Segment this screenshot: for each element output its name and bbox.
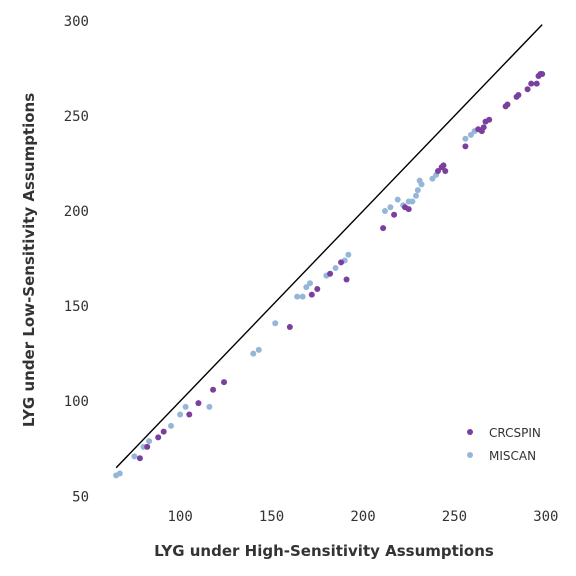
data-point-crcspin bbox=[314, 285, 321, 292]
legend: CRCSPIN MISCAN bbox=[467, 426, 541, 463]
data-point-miscan bbox=[168, 422, 174, 429]
y-tick-label: 300 bbox=[64, 14, 89, 30]
data-point-miscan bbox=[306, 280, 313, 287]
x-axis-ticks: 100 150 200 250 300 bbox=[167, 509, 558, 525]
data-point-crcspin bbox=[327, 270, 334, 277]
data-point-crcspin bbox=[480, 124, 487, 131]
data-point-crcspin bbox=[338, 259, 345, 266]
data-point-crcspin bbox=[186, 411, 193, 418]
data-point-miscan bbox=[299, 293, 306, 300]
y-tick-label: 150 bbox=[64, 299, 89, 315]
y-tick-label: 50 bbox=[72, 489, 89, 505]
data-point-miscan bbox=[467, 131, 474, 138]
data-point-miscan bbox=[116, 470, 123, 477]
legend-label-miscan: MISCAN bbox=[489, 449, 536, 463]
data-point-miscan bbox=[414, 187, 421, 194]
data-point-crcspin bbox=[210, 386, 217, 393]
data-point-crcspin bbox=[539, 71, 546, 78]
data-point-miscan bbox=[394, 196, 401, 203]
legend-marker-crcspin bbox=[467, 429, 473, 435]
data-point-crcspin bbox=[380, 225, 387, 232]
data-point-miscan bbox=[409, 198, 416, 205]
data-point-miscan bbox=[462, 135, 469, 142]
x-tick-label: 300 bbox=[533, 509, 558, 525]
y-axis-ticks: 50 100 150 200 250 300 bbox=[64, 14, 89, 505]
data-point-crcspin bbox=[405, 206, 412, 213]
data-point-miscan bbox=[255, 346, 262, 353]
data-point-crcspin bbox=[308, 291, 315, 298]
x-tick-label: 200 bbox=[350, 509, 375, 525]
data-point-crcspin bbox=[528, 80, 535, 87]
data-point-crcspin bbox=[221, 379, 228, 386]
data-point-miscan bbox=[387, 204, 394, 211]
data-point-miscan bbox=[429, 175, 436, 182]
legend-label-crcspin: CRCSPIN bbox=[489, 426, 541, 440]
data-point-crcspin bbox=[391, 211, 398, 218]
data-point-crcspin bbox=[343, 276, 350, 283]
data-point-miscan bbox=[303, 284, 310, 291]
y-tick-label: 100 bbox=[64, 394, 89, 410]
x-tick-label: 250 bbox=[442, 509, 467, 525]
data-point-miscan bbox=[272, 320, 279, 327]
x-tick-label: 100 bbox=[167, 509, 192, 525]
data-point-crcspin bbox=[486, 116, 493, 123]
plot-area bbox=[113, 24, 546, 479]
reference-line bbox=[115, 24, 543, 469]
data-point-crcspin bbox=[434, 168, 441, 175]
x-axis-title: LYG under High-Sensitivity Assumptions bbox=[154, 542, 494, 560]
data-point-crcspin bbox=[160, 428, 167, 435]
legend-marker-miscan bbox=[467, 452, 473, 458]
y-tick-label: 250 bbox=[64, 109, 89, 125]
data-point-crcspin bbox=[462, 143, 469, 150]
x-tick-label: 150 bbox=[259, 509, 284, 525]
y-axis-title: LYG under Low-Sensitivity Assumptions bbox=[20, 93, 38, 427]
data-point-crcspin bbox=[524, 86, 531, 93]
data-point-crcspin bbox=[136, 455, 143, 462]
data-point-crcspin bbox=[442, 168, 449, 175]
data-point-miscan bbox=[131, 453, 138, 460]
data-point-crcspin bbox=[440, 162, 447, 169]
data-point-miscan bbox=[206, 403, 213, 410]
data-point-miscan bbox=[345, 251, 352, 258]
data-point-miscan bbox=[182, 403, 189, 410]
data-point-crcspin bbox=[195, 400, 202, 407]
data-point-miscan bbox=[146, 438, 153, 445]
data-point-crcspin bbox=[286, 324, 293, 331]
data-point-crcspin bbox=[504, 101, 511, 108]
y-tick-label: 200 bbox=[64, 204, 89, 220]
data-point-miscan bbox=[332, 265, 339, 272]
data-point-miscan bbox=[418, 181, 425, 188]
data-point-miscan bbox=[177, 411, 184, 418]
data-point-miscan bbox=[381, 208, 388, 214]
data-point-crcspin bbox=[533, 80, 540, 87]
data-point-miscan bbox=[294, 293, 301, 300]
data-point-crcspin bbox=[144, 443, 151, 450]
data-point-miscan bbox=[250, 350, 257, 357]
data-point-crcspin bbox=[155, 434, 162, 441]
data-point-crcspin bbox=[515, 91, 522, 98]
data-point-miscan bbox=[413, 192, 420, 199]
